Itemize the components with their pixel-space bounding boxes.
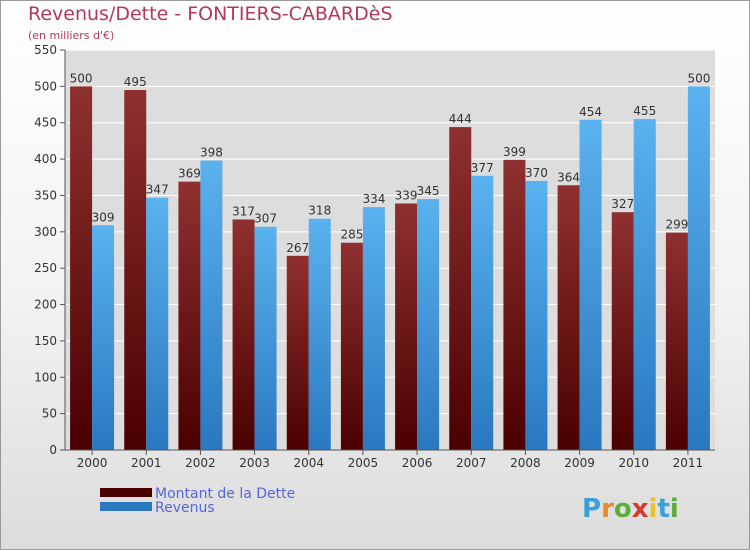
y-tick-label: 350 <box>34 188 57 202</box>
logo-letter: o <box>614 494 632 524</box>
y-tick-label: 50 <box>42 407 57 421</box>
dette-value-label: 399 <box>503 145 526 159</box>
dette-value-label: 317 <box>232 204 255 218</box>
x-tick-label: 2003 <box>239 456 270 470</box>
x-tick-label: 2006 <box>402 456 433 470</box>
revenus-value-label: 500 <box>687 71 710 85</box>
revenus-bar <box>200 160 223 450</box>
dette-value-label: 339 <box>395 188 418 202</box>
dette-bar <box>503 159 526 450</box>
revenus-bar <box>525 180 548 450</box>
x-tick-label: 2002 <box>185 456 216 470</box>
revenus-value-label: 309 <box>92 210 115 224</box>
dette-bar <box>124 90 147 450</box>
y-tick-label: 300 <box>34 225 57 239</box>
revenus-value-label: 398 <box>200 146 223 160</box>
revenus-bar <box>633 119 656 450</box>
revenus-bar <box>308 218 331 450</box>
legend-swatch-dette <box>100 488 152 497</box>
x-tick-label: 2007 <box>456 456 487 470</box>
dette-bar <box>449 127 472 450</box>
revenus-bar <box>579 119 602 451</box>
dette-value-label: 267 <box>286 241 309 255</box>
dette-bar <box>70 86 93 450</box>
revenus-value-label: 455 <box>633 104 656 118</box>
logo-letter: x <box>632 494 649 524</box>
dette-value-label: 299 <box>665 218 688 232</box>
x-tick-label: 2010 <box>618 456 649 470</box>
dette-bar <box>286 255 309 450</box>
dette-value-label: 285 <box>340 228 363 242</box>
x-tick-label: 2008 <box>510 456 541 470</box>
revenus-value-label: 370 <box>525 166 548 180</box>
revenus-bar <box>687 86 710 450</box>
y-tick-label: 400 <box>34 152 57 166</box>
dette-value-label: 495 <box>124 75 147 89</box>
dette-value-label: 444 <box>449 112 472 126</box>
logo-letter: i <box>670 494 679 524</box>
revenus-value-label: 334 <box>362 192 385 206</box>
dette-bar <box>611 212 634 450</box>
plot-area <box>65 50 715 450</box>
logo-letter: i <box>649 494 658 524</box>
dette-bar <box>340 242 363 450</box>
y-tick-label: 250 <box>34 261 57 275</box>
legend-label-revenus: Revenus <box>155 500 215 516</box>
revenus-bar <box>146 197 169 450</box>
revenus-value-label: 318 <box>308 204 331 218</box>
x-tick-label: 2009 <box>564 456 595 470</box>
revenus-value-label: 377 <box>471 161 494 175</box>
y-tick-label: 450 <box>34 116 57 130</box>
logo-letter: r <box>601 494 614 524</box>
y-tick-label: 500 <box>34 79 57 93</box>
revenus-value-label: 347 <box>146 183 169 197</box>
revenus-bar <box>417 199 440 450</box>
dette-value-label: 327 <box>611 197 634 211</box>
y-tick-label: 150 <box>34 334 57 348</box>
y-tick-label: 550 <box>34 43 57 57</box>
revenus-bar <box>92 225 115 450</box>
revenus-value-label: 307 <box>254 212 277 226</box>
chart-title: Revenus/Dette - FONTIERS-CABARDèS <box>28 3 393 25</box>
logo-letter: t <box>657 494 669 524</box>
logo-letter: P <box>582 494 601 524</box>
dette-value-label: 364 <box>557 170 580 184</box>
dette-bar <box>557 185 580 451</box>
dette-bar <box>395 203 418 450</box>
legend-swatch-revenus <box>100 502 152 511</box>
revenus-bar <box>471 175 494 450</box>
dette-bar <box>665 232 688 450</box>
x-tick-label: 2000 <box>77 456 108 470</box>
revenus-bar <box>362 207 385 450</box>
x-tick-label: 2011 <box>673 456 704 470</box>
x-tick-label: 2001 <box>131 456 162 470</box>
revenus-value-label: 345 <box>417 184 440 198</box>
x-tick-label: 2005 <box>348 456 379 470</box>
y-tick-label: 100 <box>34 370 57 384</box>
chart-subtitle: (en milliers d'€) <box>28 29 115 42</box>
revenus-bar <box>254 226 277 450</box>
dette-value-label: 500 <box>70 71 93 85</box>
dette-bar <box>232 219 255 450</box>
legend-label-dette: Montant de la Dette <box>155 486 295 502</box>
x-tick-label: 2004 <box>293 456 324 470</box>
y-tick-label: 0 <box>49 443 57 457</box>
y-tick-label: 200 <box>34 298 57 312</box>
proxiti-logo: Proxiti <box>582 494 679 524</box>
dette-bar <box>178 181 201 451</box>
revenus-value-label: 454 <box>579 105 602 119</box>
dette-value-label: 369 <box>178 167 201 181</box>
